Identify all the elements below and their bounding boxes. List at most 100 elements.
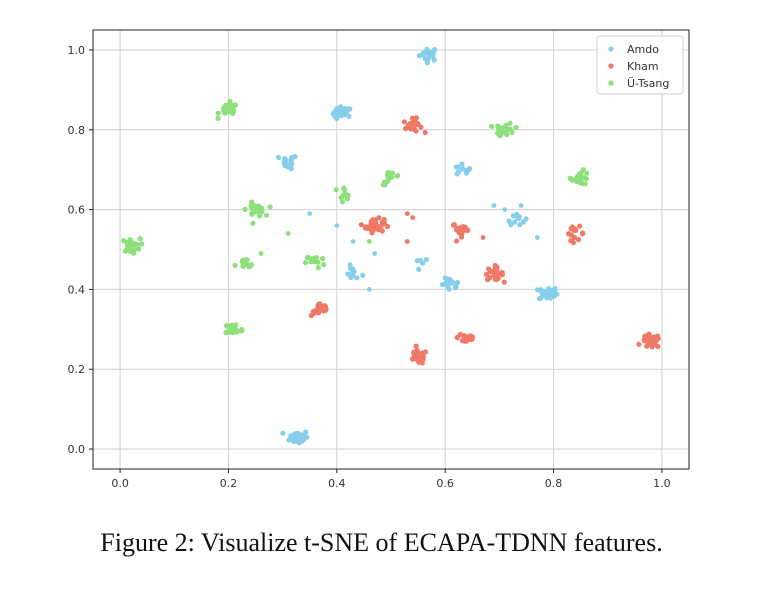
scatter-point [655,333,661,339]
legend-marker [608,63,614,69]
scatter-points [121,46,661,446]
scatter-point [338,107,344,113]
scatter-point [534,235,540,240]
scatter-point [346,113,352,119]
scatter-point [521,219,527,225]
scatter-point [370,227,376,233]
scatter-point [282,156,288,162]
scatter-point [250,220,256,226]
scatter-point [401,119,407,125]
scatter-point [422,129,428,136]
scatter-point [644,343,650,349]
scatter-point [431,57,437,63]
scatter-point [454,335,460,341]
scatter-point [495,123,501,129]
scatter-point [368,222,374,229]
scatter-point [389,174,395,180]
scatter-point [250,206,256,212]
scatter-point [347,106,353,112]
scatter-point [320,306,326,312]
scatter-point [334,106,340,112]
scatter-point [423,257,429,263]
scatter-point [414,258,420,264]
scatter-point [583,176,590,182]
y-tick-label: 0.0 [68,443,86,456]
scatter-point [409,115,415,121]
scatter-point [480,235,486,240]
scatter-point [288,433,294,439]
scatter-point [467,166,473,172]
scatter-point [405,122,411,128]
scatter-point [358,222,364,228]
scatter-point [385,172,391,178]
x-tick-label: 0.8 [545,477,563,490]
y-tick-label: 0.4 [68,283,86,296]
scatter-point [131,250,137,256]
scatter-point [380,220,386,226]
scatter-point [255,204,261,210]
scatter-point [442,275,448,281]
scatter-point [249,210,255,216]
scatter-point [452,285,458,291]
scatter-point [644,332,651,338]
scatter-point [584,170,590,176]
scatter-point [535,287,541,293]
scatter-point [580,230,586,236]
scatter-point [312,257,318,263]
scatter-point [315,310,322,316]
scatter-point [263,212,270,218]
scatter-point [384,223,391,230]
scatter-point [286,437,292,443]
scatter-point [137,236,143,242]
figure-caption: Figure 2: Visualize t-SNE of ECAPA-TDNN … [100,528,663,557]
scatter-point [223,330,229,336]
scatter-point [354,275,360,281]
x-tick-label: 1.0 [653,477,671,490]
scatter-point [304,255,310,261]
scatter-point [450,222,456,228]
scatter-point [128,238,134,244]
scatter-point [348,275,354,281]
scatter-point [130,246,136,252]
scatter-point [139,241,145,247]
scatter-point [493,277,499,283]
scatter-point [366,287,372,292]
scatter-point [456,228,463,234]
scatter-point [224,323,230,329]
y-tick-label: 0.2 [68,363,86,376]
scatter-point [574,174,581,180]
legend-label: Ü-Tsang [627,77,669,90]
scatter-point [227,329,233,335]
scatter-point [304,434,310,440]
scatter-point [291,438,297,444]
scatter-point [483,271,490,277]
scatter-point [285,231,291,236]
legend-label: Amdo [627,43,659,56]
scatter-point [123,239,129,245]
scatter-point [302,260,309,266]
scatter-point [129,242,135,248]
y-tick-label: 1.0 [68,44,86,57]
legend-label: Kham [627,60,659,73]
scatter-point [229,102,235,108]
scatter-point [491,203,497,209]
scatter-point [518,203,524,209]
scatter-point [507,120,513,126]
scatter-point [513,124,519,131]
scatter-point [215,110,221,116]
scatter-point [310,308,316,314]
scatter-point [296,437,302,443]
scatter-point [341,185,347,192]
scatter-point [420,260,426,266]
scatter-point [360,272,366,278]
scatter-point [280,430,286,436]
scatter-point [350,268,356,274]
scatter-point [446,286,452,292]
scatter-point [254,208,260,214]
scatter-point [376,215,382,221]
scatter-point [499,270,505,276]
scatter-point [516,214,523,220]
scatter-point [381,179,387,185]
scatter-point [424,57,430,63]
